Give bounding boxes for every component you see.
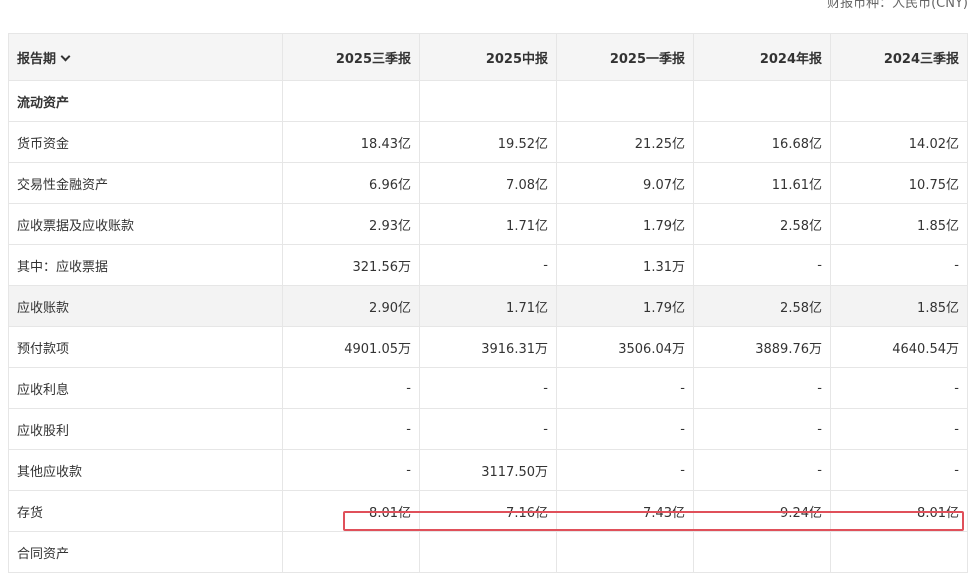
- row-label: 合同资产: [8, 531, 283, 573]
- table-row: 预付款项 4901.05万 3916.31万 3506.04万 3889.76万…: [8, 326, 968, 368]
- table-row: 应收账款 2.90亿 1.71亿 1.79亿 2.58亿 1.85亿: [8, 285, 968, 327]
- balance-sheet-table: 报告期 2025三季报 2025中报 2025一季报 2024年报 2024三季…: [8, 33, 968, 573]
- row-label: 预付款项: [8, 326, 283, 368]
- section-row-current-assets: 流动资产: [8, 80, 968, 122]
- cell-value: -: [556, 449, 694, 491]
- cell-value: -: [830, 244, 968, 286]
- table-row: 货币资金 18.43亿 19.52亿 21.25亿 16.68亿 14.02亿: [8, 121, 968, 163]
- row-label: 交易性金融资产: [8, 162, 283, 204]
- cell-value: 1.71亿: [419, 203, 557, 245]
- table-row: 应收股利 - - - - -: [8, 408, 968, 450]
- cell-value: 321.56万: [282, 244, 420, 286]
- cell-value: 14.02亿: [830, 121, 968, 163]
- cell-value: -: [282, 367, 420, 409]
- cell-value: 19.52亿: [419, 121, 557, 163]
- column-header-period: 2024三季报: [830, 33, 968, 81]
- cell-value: -: [419, 244, 557, 286]
- cell-value: -: [556, 408, 694, 450]
- cell-value: 9.07亿: [556, 162, 694, 204]
- cell-value: 8.01亿: [282, 490, 420, 532]
- cell-value: -: [282, 449, 420, 491]
- cell-value: 1.79亿: [556, 203, 694, 245]
- cell-value: 21.25亿: [556, 121, 694, 163]
- cell-value: 1.85亿: [830, 203, 968, 245]
- column-header-period: 2024年报: [693, 33, 831, 81]
- currency-label: 财报币种：人民币(CNY): [827, 0, 968, 11]
- cell-value: -: [830, 408, 968, 450]
- column-header-period: 2025三季报: [282, 33, 420, 81]
- table-row: 应收票据及应收账款 2.93亿 1.71亿 1.79亿 2.58亿 1.85亿: [8, 203, 968, 245]
- cell-value: -: [693, 367, 831, 409]
- cell-value: -: [693, 449, 831, 491]
- table-row: 合同资产: [8, 531, 968, 573]
- cell-value: [693, 531, 831, 573]
- cell-value: -: [830, 449, 968, 491]
- cell-value: 3889.76万: [693, 326, 831, 368]
- cell-value: 9.24亿: [693, 490, 831, 532]
- cell-value: -: [282, 408, 420, 450]
- row-label: 存货: [8, 490, 283, 532]
- cell-value: -: [419, 408, 557, 450]
- row-label: 货币资金: [8, 121, 283, 163]
- cell-value: 2.90亿: [282, 285, 420, 327]
- table-row: 其他应收款 - 3117.50万 - - -: [8, 449, 968, 491]
- table-row: 交易性金融资产 6.96亿 7.08亿 9.07亿 11.61亿 10.75亿: [8, 162, 968, 204]
- cell-value: [282, 531, 420, 573]
- report-period-label: 报告期: [17, 51, 57, 67]
- cell-value: 3117.50万: [419, 449, 557, 491]
- row-label: 应收账款: [8, 285, 283, 327]
- cell-value: 2.93亿: [282, 203, 420, 245]
- cell-value: -: [693, 244, 831, 286]
- cell-value: 16.68亿: [693, 121, 831, 163]
- cell-value: [830, 531, 968, 573]
- cell-value: 6.96亿: [282, 162, 420, 204]
- cell-value: 1.31万: [556, 244, 694, 286]
- cell-value: 4901.05万: [282, 326, 420, 368]
- cell-value: 8.01亿: [830, 490, 968, 532]
- section-title: 流动资产: [8, 80, 283, 122]
- cell-value: 3506.04万: [556, 326, 694, 368]
- cell-value: 2.58亿: [693, 285, 831, 327]
- cell-value: 18.43亿: [282, 121, 420, 163]
- row-label: 应收票据及应收账款: [8, 203, 283, 245]
- table-row: 应收利息 - - - - -: [8, 367, 968, 409]
- cell-value: 1.85亿: [830, 285, 968, 327]
- report-period-dropdown[interactable]: 报告期: [8, 33, 283, 81]
- cell-value: 7.43亿: [556, 490, 694, 532]
- row-label: 其他应收款: [8, 449, 283, 491]
- cell-value: [419, 531, 557, 573]
- cell-value: 10.75亿: [830, 162, 968, 204]
- cell-value: 1.71亿: [419, 285, 557, 327]
- cell-value: -: [419, 367, 557, 409]
- cell-value: 1.79亿: [556, 285, 694, 327]
- row-label: 其中：应收票据: [8, 244, 283, 286]
- table-row: 其中：应收票据 321.56万 - 1.31万 - -: [8, 244, 968, 286]
- cell-value: [556, 531, 694, 573]
- column-header-period: 2025一季报: [556, 33, 694, 81]
- cell-value: 11.61亿: [693, 162, 831, 204]
- column-header-period: 2025中报: [419, 33, 557, 81]
- cell-value: 3916.31万: [419, 326, 557, 368]
- cell-value: -: [693, 408, 831, 450]
- cell-value: -: [556, 367, 694, 409]
- table-row: 存货 8.01亿 7.16亿 7.43亿 9.24亿 8.01亿: [8, 490, 968, 532]
- cell-value: 7.08亿: [419, 162, 557, 204]
- row-label: 应收利息: [8, 367, 283, 409]
- cell-value: -: [830, 367, 968, 409]
- table-header-row: 报告期 2025三季报 2025中报 2025一季报 2024年报 2024三季…: [8, 33, 968, 81]
- chevron-down-icon: [60, 51, 71, 61]
- cell-value: 2.58亿: [693, 203, 831, 245]
- cell-value: 4640.54万: [830, 326, 968, 368]
- row-label: 应收股利: [8, 408, 283, 450]
- cell-value: 7.16亿: [419, 490, 557, 532]
